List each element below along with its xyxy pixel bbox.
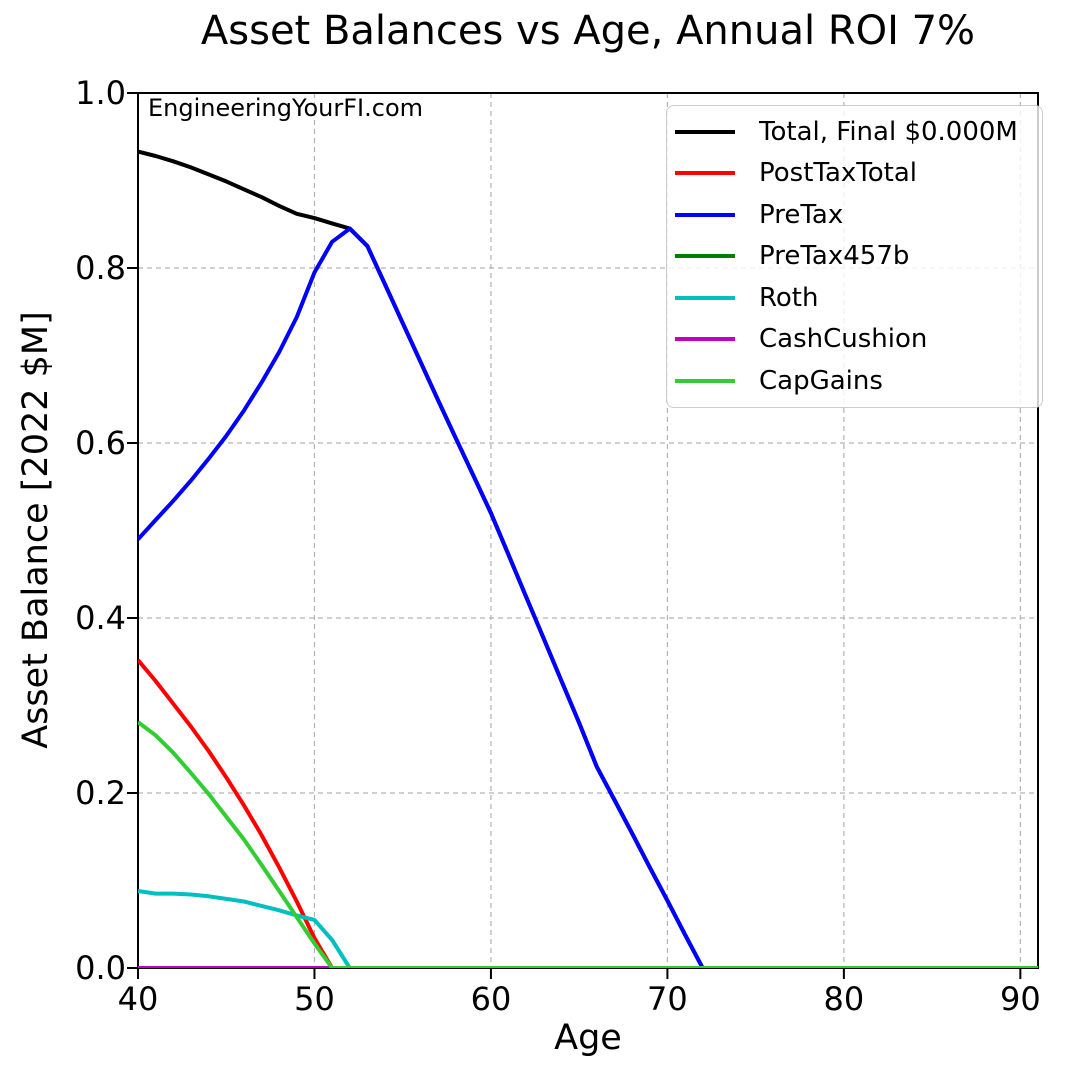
legend-label-total-final-0-000m: Total, Final $0.000M — [759, 116, 1018, 147]
series-line-posttaxtotal — [138, 658, 1038, 968]
legend-label-roth: Roth — [759, 282, 819, 313]
legend-swatch-total-final-0-000m — [675, 129, 735, 134]
legend-item-posttaxtotal: PostTaxTotal — [675, 153, 1034, 195]
series-line-roth — [138, 889, 1038, 968]
legend-swatch-roth — [675, 295, 735, 300]
tick-label-y-0.8: 0.8 — [75, 249, 126, 287]
legend-swatch-pretax457b — [675, 254, 735, 259]
legend-swatch-posttaxtotal — [675, 171, 735, 176]
legend-label-cashcushion: CashCushion — [759, 324, 928, 355]
tick-label-y-0.0: 0.0 — [75, 949, 126, 987]
tick-label-y-0.6: 0.6 — [75, 424, 126, 462]
chart-title: Asset Balances vs Age, Annual ROI 7% — [200, 8, 976, 54]
watermark-text: EngineeringYourFI.com — [148, 94, 424, 122]
tick-label-x-70: 70 — [647, 980, 688, 1018]
tick-label-x-50: 50 — [294, 980, 335, 1018]
legend-item-pretax: PreTax — [675, 194, 1034, 236]
legend: Total, Final $0.000M PostTaxTotal PreTax Pr… — [666, 105, 1043, 408]
legend-item-capgains: CapGains — [675, 360, 1034, 402]
x-axis-label: Age — [554, 1018, 622, 1058]
tick-label-x-90: 90 — [999, 980, 1041, 1018]
legend-swatch-pretax — [675, 212, 735, 217]
legend-swatch-capgains — [675, 378, 735, 383]
legend-label-capgains: CapGains — [759, 365, 883, 396]
tick-label-y-1.0: 1.0 — [75, 74, 126, 112]
legend-item-roth: Roth — [675, 277, 1034, 319]
tick-label-x-60: 60 — [470, 980, 512, 1018]
legend-label-pretax: PreTax — [759, 199, 844, 230]
tick-label-x-80: 80 — [823, 980, 865, 1018]
legend-item-pretax457b: PreTax457b — [675, 236, 1034, 278]
legend-label-posttaxtotal: PostTaxTotal — [759, 158, 918, 189]
series-line-capgains — [138, 720, 1038, 968]
tick-label-x-40: 40 — [117, 980, 159, 1018]
tick-label-y-0.2: 0.2 — [75, 774, 126, 812]
tick-label-y-0.4: 0.4 — [75, 599, 126, 637]
legend-item-total-final-0-000m: Total, Final $0.000M — [675, 111, 1034, 153]
y-axis-label: Asset Balance [2022 $M] — [16, 311, 56, 749]
legend-label-pretax457b: PreTax457b — [759, 241, 910, 272]
series-line-pretax — [138, 226, 1038, 968]
legend-swatch-cashcushion — [675, 337, 735, 342]
legend-item-cashcushion: CashCushion — [675, 319, 1034, 361]
